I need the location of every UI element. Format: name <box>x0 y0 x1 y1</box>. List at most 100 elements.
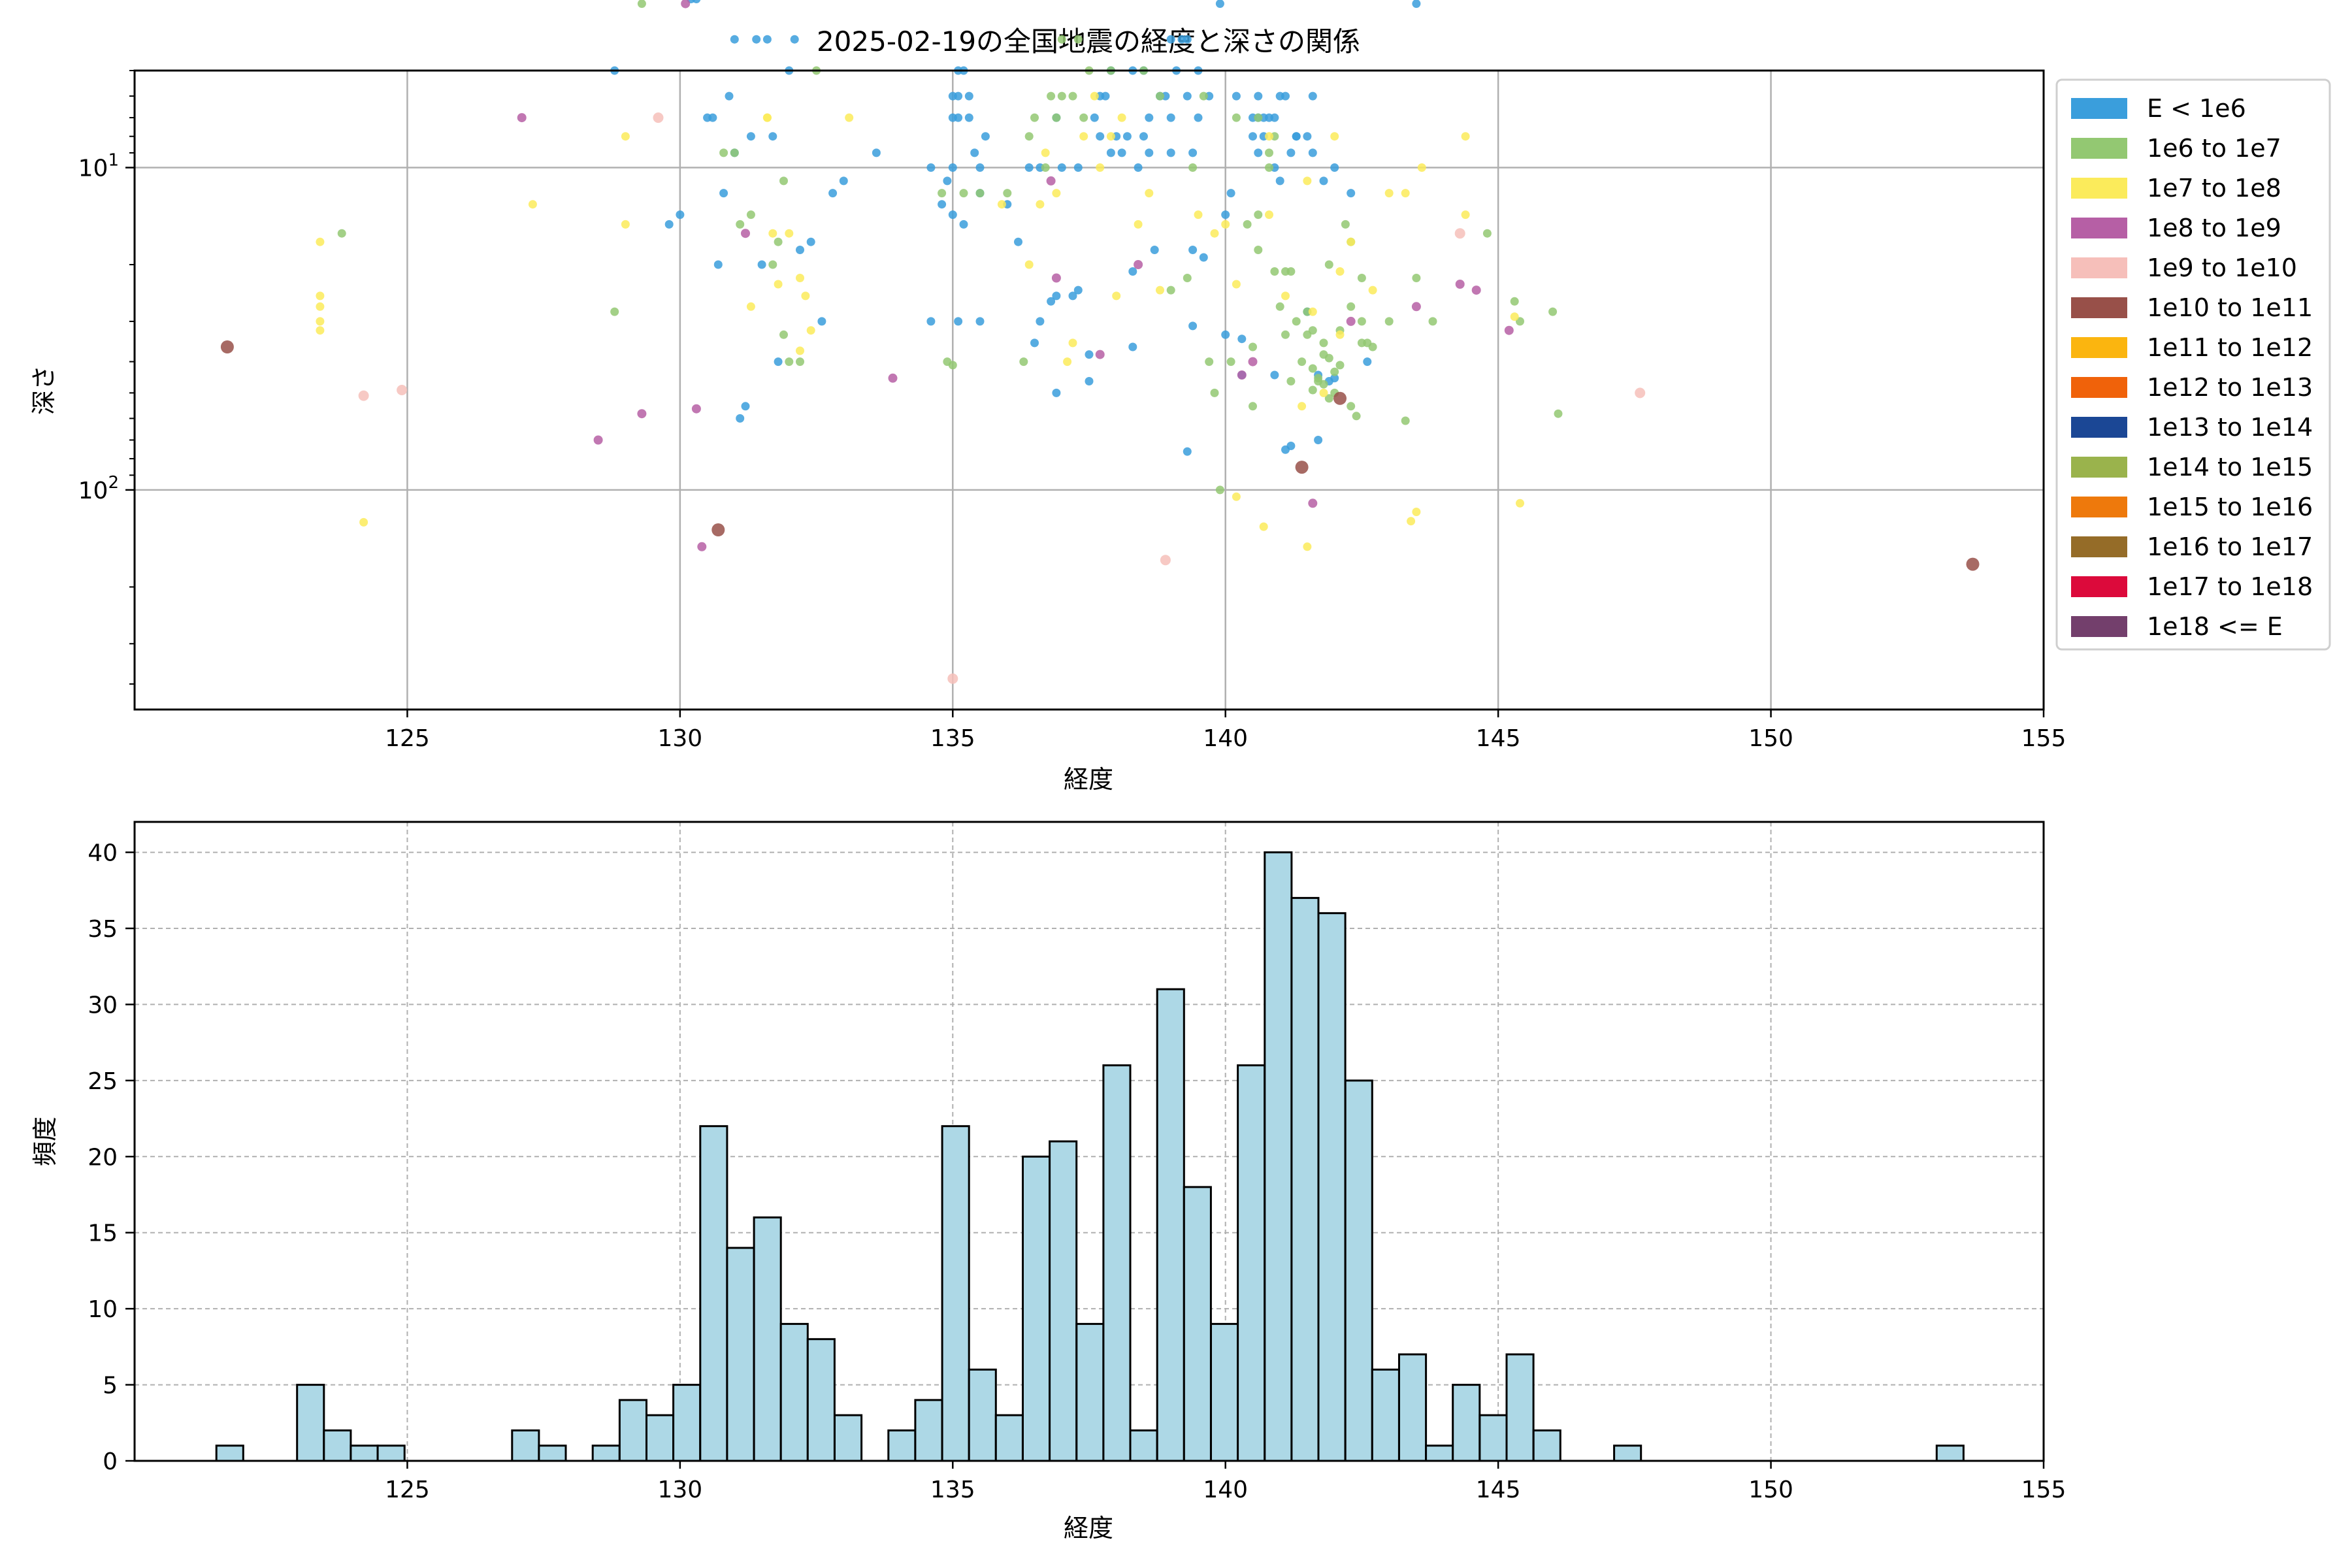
histogram-bar <box>1075 1322 1105 1462</box>
histogram-bar <box>1290 896 1320 1462</box>
scatter-point <box>926 317 936 326</box>
scatter-point <box>1461 210 1470 220</box>
scatter-point <box>1265 210 1273 220</box>
histogram-bar <box>834 1414 863 1462</box>
scatter-point <box>1221 220 1230 229</box>
scatter-point <box>1232 91 1241 101</box>
scatter-point <box>1183 447 1192 456</box>
legend-label: 1e13 to 1e14 <box>2147 413 2313 442</box>
scatter-point <box>1281 291 1290 301</box>
scatter-point <box>1265 148 1273 157</box>
histogram-x-tick-label: 155 <box>2021 1477 2066 1503</box>
legend-swatch <box>2071 98 2127 119</box>
scatter-point <box>1308 364 1317 373</box>
scatter-point <box>1363 357 1372 367</box>
scatter-point <box>872 148 881 157</box>
scatter-point <box>1145 148 1154 157</box>
scatter-point <box>1232 113 1241 122</box>
histogram-bar <box>1478 1414 1508 1462</box>
legend-frame <box>2055 78 2331 651</box>
scatter-point <box>1090 113 1099 122</box>
histogram-bar <box>1210 1322 1239 1462</box>
scatter-point <box>1516 498 1524 508</box>
scatter-point <box>959 220 968 229</box>
histogram-y-tick-label: 40 <box>88 840 118 867</box>
histogram-x-tick-label: 145 <box>1476 1477 1521 1503</box>
scatter-point <box>1308 385 1317 395</box>
histogram-bar <box>215 1445 244 1462</box>
histogram-bar <box>1505 1353 1535 1462</box>
scatter-point <box>1324 394 1333 403</box>
scatter-point <box>1096 132 1105 141</box>
scatter-point <box>1333 391 1347 405</box>
scatter-point <box>1166 148 1175 157</box>
histogram-bar <box>645 1414 675 1462</box>
scatter-point <box>1232 280 1241 289</box>
histogram-x-tick-label: 140 <box>1203 1477 1248 1503</box>
scatter-point <box>1085 350 1094 359</box>
histogram-bar <box>1398 1353 1428 1462</box>
scatter-point <box>220 340 234 353</box>
scatter-point <box>1014 237 1022 246</box>
scatter-point <box>1401 416 1410 425</box>
scatter-point <box>1330 132 1339 141</box>
legend-swatch <box>2071 377 2127 398</box>
scatter-x-tick-label: 145 <box>1476 725 1521 752</box>
scatter-point <box>1254 246 1263 254</box>
scatter-point <box>1194 210 1203 220</box>
scatter-point <box>1308 148 1317 157</box>
histogram-y-ticks: 0 5 10 15 20 25 30 35 40 <box>88 840 135 1475</box>
scatter-point <box>1183 91 1192 101</box>
scatter-point <box>948 210 957 220</box>
scatter-point <box>1270 370 1279 380</box>
scatter-point <box>725 91 734 101</box>
histogram-y-tick-label: 30 <box>88 992 118 1019</box>
scatter-point <box>1295 461 1309 474</box>
scatter-point <box>528 200 537 209</box>
scatter-point <box>774 280 783 289</box>
scatter-point <box>762 35 772 44</box>
scatter-point <box>1036 317 1045 326</box>
scatter-point <box>730 148 739 157</box>
scatter-point <box>1194 113 1203 122</box>
scatter-point <box>1368 286 1377 295</box>
scatter-point <box>621 132 630 141</box>
legend: E < 1e6 1e6 to 1e7 1e7 to 1e8 1e8 to 1e9 1e9… <box>2055 78 2331 651</box>
legend-label: 1e18 <= E <box>2147 612 2283 641</box>
histogram-bar <box>1532 1429 1561 1462</box>
scatter-point <box>736 414 745 423</box>
scatter-point <box>1047 297 1056 306</box>
legend-swatch <box>2071 178 2127 199</box>
scatter-point <box>768 132 777 141</box>
scatter-point <box>1145 189 1154 198</box>
scatter-point <box>1134 260 1143 269</box>
scatter-point <box>790 35 799 44</box>
scatter-grid <box>135 71 2045 710</box>
legend-label: E < 1e6 <box>2147 94 2246 123</box>
scatter-point <box>1117 148 1126 157</box>
scatter-point <box>1183 35 1192 44</box>
scatter-point <box>1221 210 1230 220</box>
histogram-x-tick-label: 150 <box>1748 1477 1793 1503</box>
scatter-point <box>1232 492 1241 501</box>
legend-label: 1e16 to 1e17 <box>2147 532 2313 561</box>
legend-label: 1e9 to 1e10 <box>2147 253 2297 282</box>
scatter-point <box>1412 0 1421 8</box>
scatter-point <box>806 326 815 335</box>
scatter-point <box>1057 163 1066 172</box>
histogram-bar <box>726 1247 755 1462</box>
scatter-point <box>1226 189 1235 198</box>
histogram-x-tick-label: 125 <box>385 1477 430 1503</box>
scatter-point <box>1068 338 1077 348</box>
histogram-x-tick-label: 130 <box>657 1477 702 1503</box>
scatter-point <box>796 357 804 367</box>
scatter-point <box>1319 388 1328 397</box>
scatter-point <box>1254 210 1263 220</box>
histogram-bar <box>1371 1368 1400 1462</box>
scatter-point <box>1384 317 1394 326</box>
scatter-point <box>817 317 826 326</box>
scatter-point <box>1128 342 1137 351</box>
scatter-point <box>316 326 325 335</box>
scatter-point <box>1346 316 1356 326</box>
